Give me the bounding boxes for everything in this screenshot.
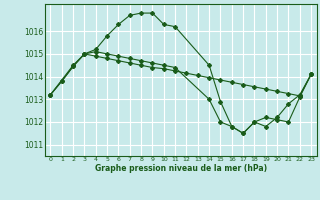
X-axis label: Graphe pression niveau de la mer (hPa): Graphe pression niveau de la mer (hPa) xyxy=(95,164,267,173)
